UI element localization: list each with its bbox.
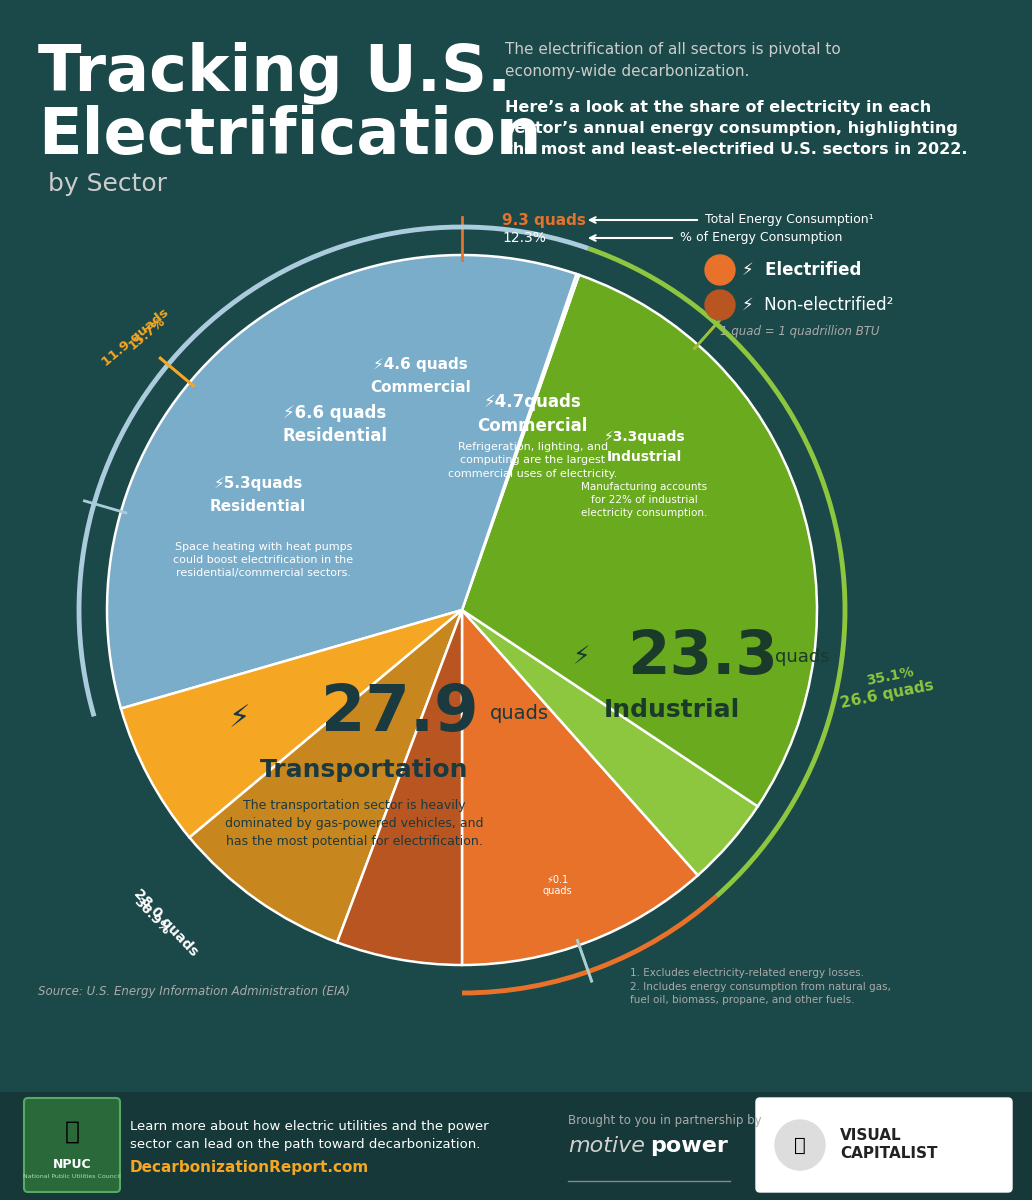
Wedge shape: [190, 610, 462, 942]
Text: Source: U.S. Energy Information Administration (EIA): Source: U.S. Energy Information Administ…: [38, 985, 350, 998]
Text: 15.7%: 15.7%: [126, 314, 168, 353]
Wedge shape: [462, 275, 817, 806]
Text: 11.9 quads: 11.9 quads: [100, 306, 171, 370]
Text: 9.3 quads: 9.3 quads: [502, 212, 586, 228]
Text: CAPITALIST: CAPITALIST: [840, 1146, 937, 1162]
Text: 27.9: 27.9: [321, 683, 478, 744]
Text: Learn more about how electric utilities and the power: Learn more about how electric utilities …: [130, 1120, 488, 1133]
Wedge shape: [337, 610, 462, 965]
Text: Here’s a look at the share of electricity in each
sector’s annual energy consump: Here’s a look at the share of electricit…: [505, 100, 968, 157]
Text: Refrigeration, lighting, and
computing are the largest
commercial uses of electr: Refrigeration, lighting, and computing a…: [448, 442, 617, 479]
Text: National Public Utilities Council: National Public Utilities Council: [23, 1175, 121, 1180]
Text: Space heating with heat pumps
could boost electrification in the
residential/com: Space heating with heat pumps could boos…: [173, 541, 353, 578]
Text: The transportation sector is heavily
dominated by gas-powered vehicles, and
has : The transportation sector is heavily dom…: [225, 799, 484, 848]
Text: 🦅: 🦅: [795, 1135, 806, 1154]
Text: 36.9%: 36.9%: [131, 895, 171, 938]
Text: ⚡0.1
quads: ⚡0.1 quads: [542, 875, 572, 896]
Text: Residential: Residential: [282, 426, 387, 444]
Text: 26.6 quads: 26.6 quads: [839, 678, 935, 710]
Text: by Sector: by Sector: [49, 172, 167, 196]
Text: 12.3%: 12.3%: [502, 230, 546, 245]
Text: Commercial: Commercial: [370, 380, 472, 396]
Wedge shape: [107, 256, 577, 708]
Text: ⚡5.3quads: ⚡5.3quads: [214, 476, 303, 491]
Circle shape: [705, 254, 735, 284]
Text: DecarbonizationReport.com: DecarbonizationReport.com: [130, 1160, 369, 1175]
Wedge shape: [462, 274, 579, 610]
Text: The electrification of all sectors is pivotal to
economy-wide decarbonization.: The electrification of all sectors is pi…: [505, 42, 841, 78]
Circle shape: [775, 1120, 825, 1170]
Text: quads: quads: [490, 704, 549, 722]
Text: Industrial: Industrial: [604, 698, 740, 722]
Text: 1. Excludes electricity-related energy losses.
2. Includes energy consumption fr: 1. Excludes electricity-related energy l…: [630, 968, 891, 1006]
Text: Commercial: Commercial: [478, 418, 588, 436]
Text: ⚡4.6 quads: ⚡4.6 quads: [374, 358, 469, 372]
Text: ⚡  Non-electrified²: ⚡ Non-electrified²: [742, 296, 894, 314]
Text: power: power: [650, 1136, 728, 1156]
Text: Industrial: Industrial: [607, 450, 682, 463]
Text: NPUC: NPUC: [53, 1158, 91, 1170]
Text: 35.1%: 35.1%: [865, 665, 915, 688]
Text: ⚡6.6 quads: ⚡6.6 quads: [283, 403, 386, 421]
Text: sector can lead on the path toward decarbonization.: sector can lead on the path toward decar…: [130, 1138, 480, 1151]
Text: 28.0 quads: 28.0 quads: [131, 887, 200, 959]
Text: motive: motive: [568, 1136, 645, 1156]
Text: ⚡4.7quads: ⚡4.7quads: [484, 394, 582, 412]
Text: Brought to you in partnership by: Brought to you in partnership by: [568, 1114, 762, 1127]
Circle shape: [705, 290, 735, 320]
Text: Total Energy Consumption¹: Total Energy Consumption¹: [705, 214, 874, 227]
Text: Tracking U.S.: Tracking U.S.: [38, 42, 511, 104]
Text: 1 quad = 1 quadrillion BTU: 1 quad = 1 quadrillion BTU: [720, 325, 879, 338]
Wedge shape: [121, 610, 462, 838]
Wedge shape: [462, 610, 757, 875]
Text: ⚡: ⚡: [229, 704, 250, 733]
Wedge shape: [462, 610, 698, 965]
Text: VISUAL: VISUAL: [840, 1128, 902, 1142]
Bar: [0, 1092, 1032, 1200]
FancyBboxPatch shape: [756, 1098, 1012, 1192]
Text: ⚡3.3quads: ⚡3.3quads: [604, 430, 685, 444]
Text: Electrification: Electrification: [38, 104, 542, 167]
Text: 23.3: 23.3: [626, 628, 777, 686]
Text: quads: quads: [775, 648, 830, 666]
Text: Manufacturing accounts
for 22% of industrial
electricity consumption.: Manufacturing accounts for 22% of indust…: [581, 481, 708, 518]
Text: Residential: Residential: [211, 499, 307, 515]
Text: % of Energy Consumption: % of Energy Consumption: [680, 232, 842, 245]
Text: ⚡: ⚡: [574, 646, 591, 670]
Text: Transportation: Transportation: [260, 758, 469, 782]
Text: ⚡  Electrified: ⚡ Electrified: [742, 260, 862, 278]
Text: 🌲: 🌲: [64, 1120, 79, 1144]
FancyBboxPatch shape: [24, 1098, 120, 1192]
